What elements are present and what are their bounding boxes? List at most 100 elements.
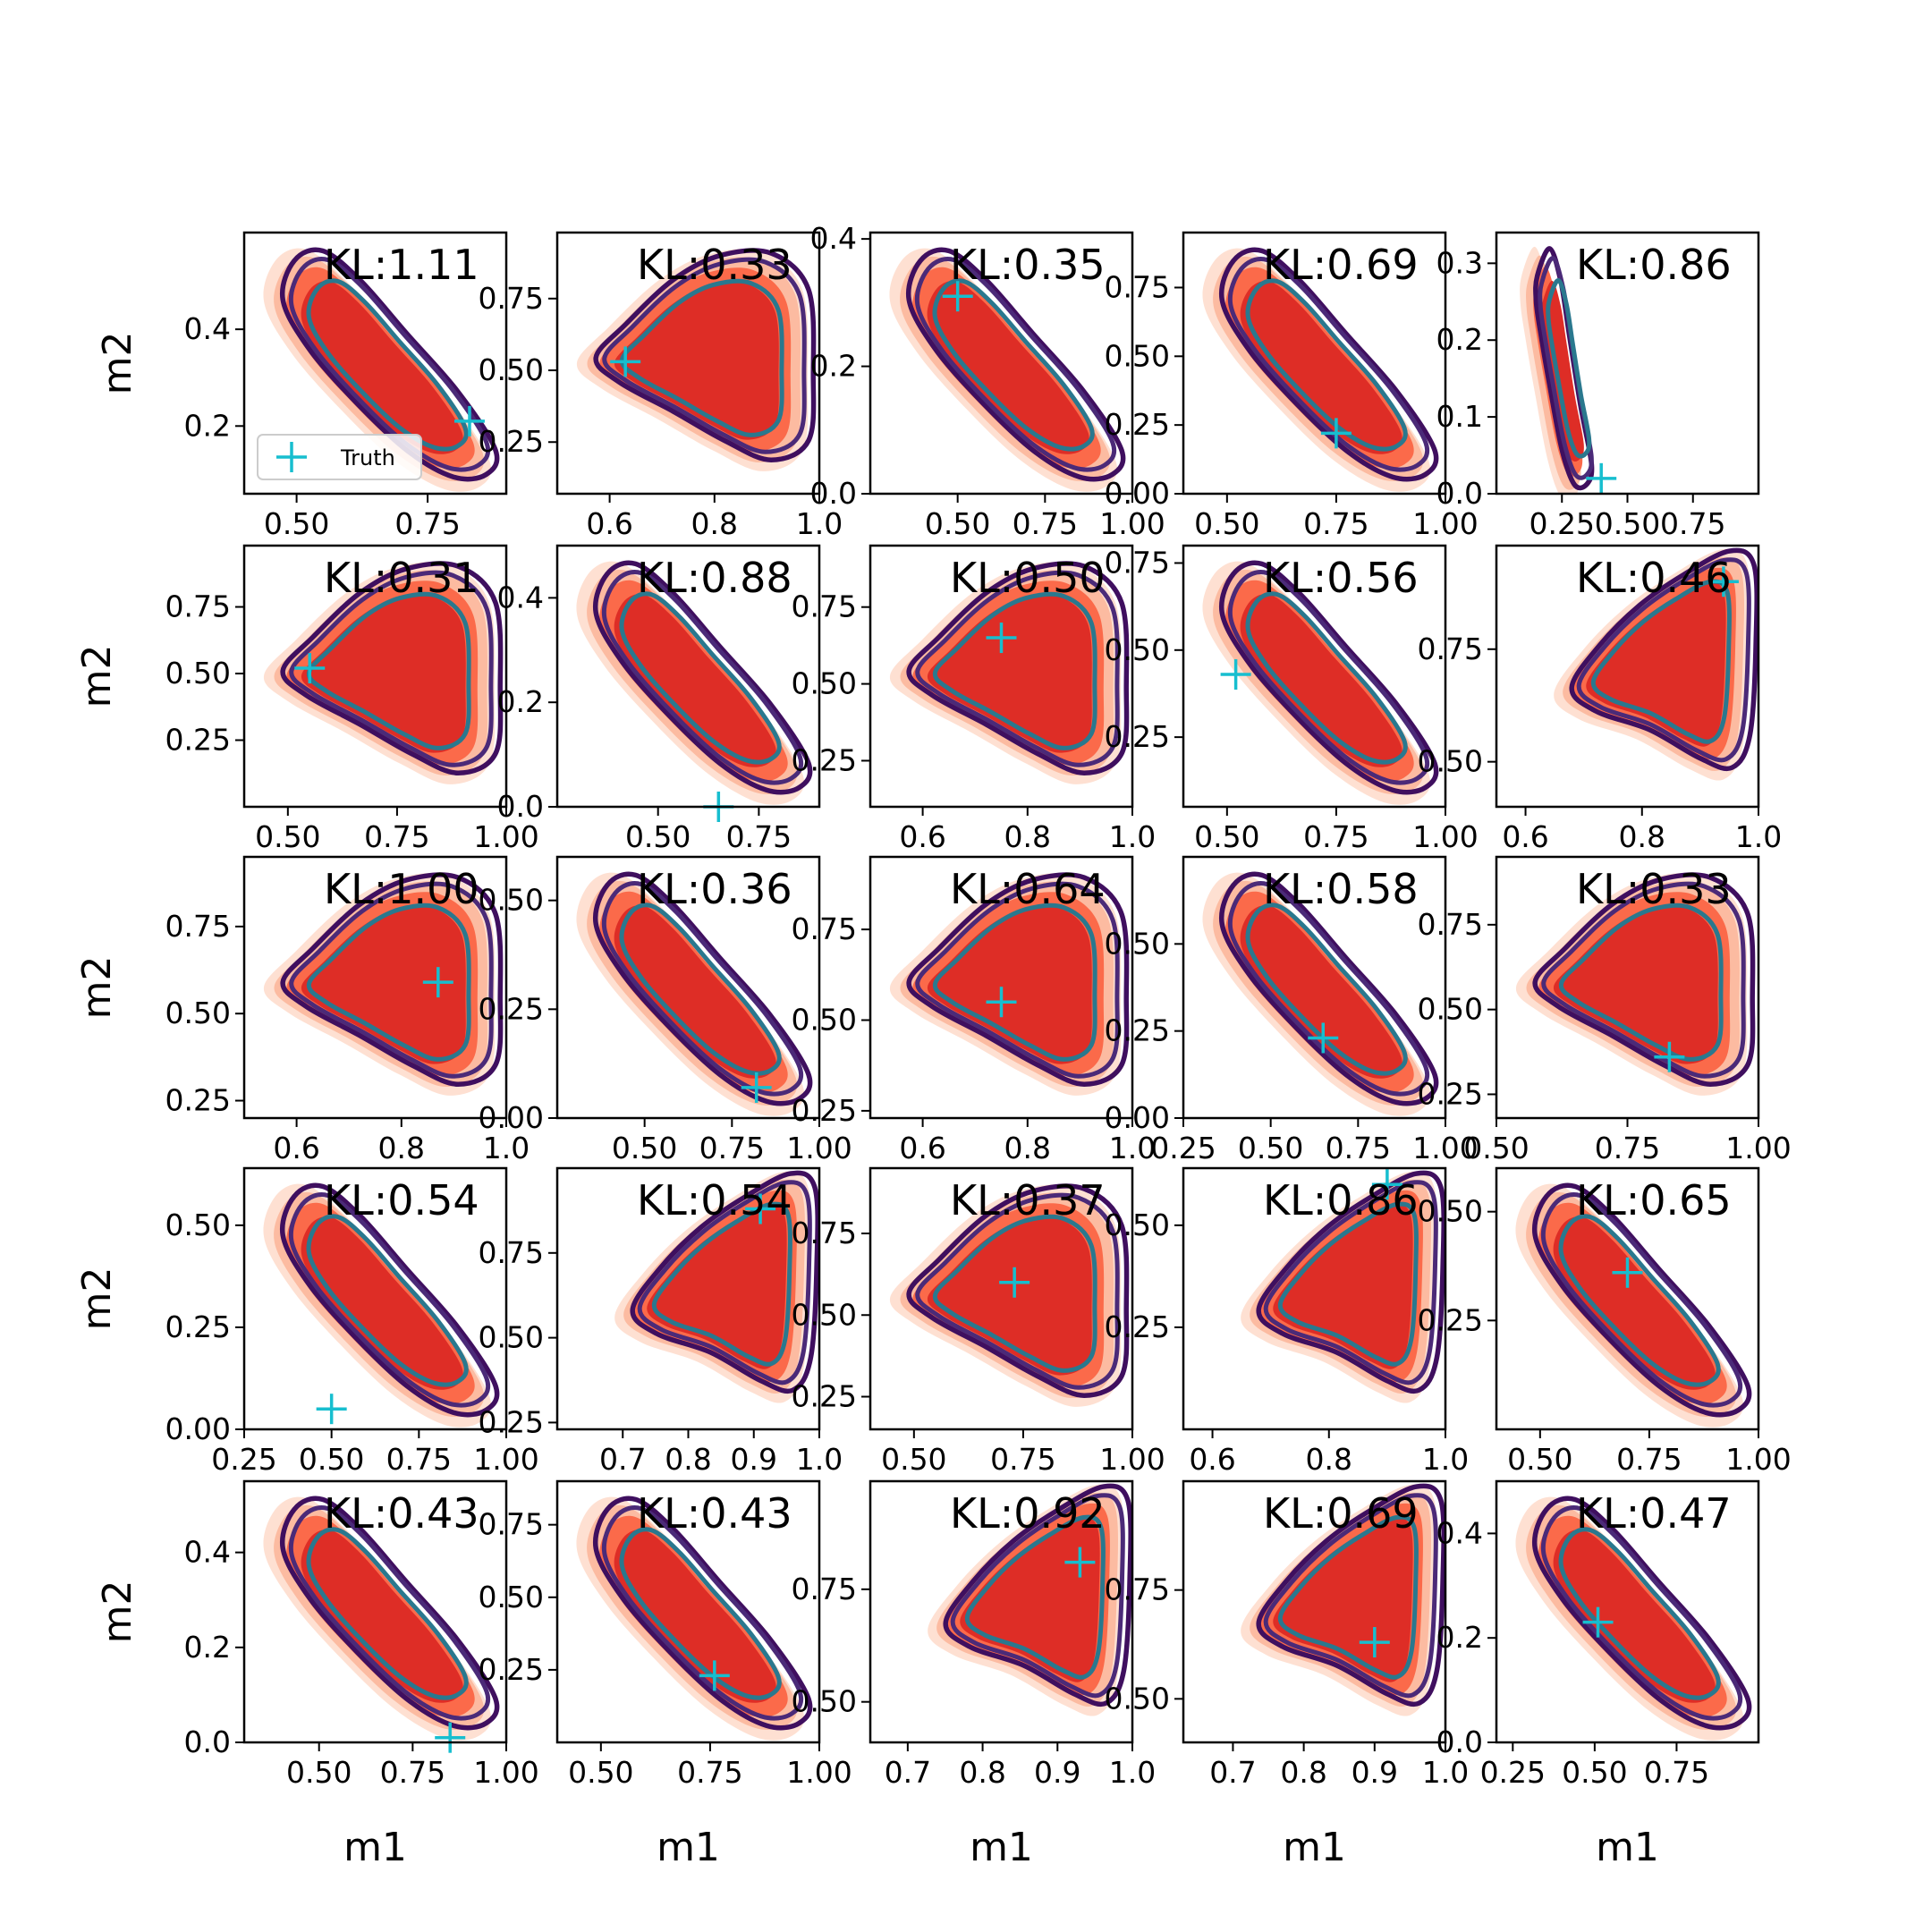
panel-2-2: 0.6 0.8 1.0 0.25 0.50 0.75 KL:0.64 (792, 855, 1156, 1165)
y-tick-label: 0.25 (1105, 1309, 1170, 1344)
x-tick-label: 0.50 (1507, 1442, 1572, 1477)
y-axis-label: m2 (95, 332, 140, 395)
x-tick-label: 1.0 (1422, 1755, 1469, 1790)
panel-0-0: 0.50 0.75 0.2 0.4 KL:1.11 Truth (184, 231, 508, 541)
truth-marker (435, 1722, 466, 1753)
contour-line-outer (1218, 247, 1439, 482)
y-tick-label: 0.4 (184, 1535, 231, 1570)
contour-line-inner (1245, 278, 1408, 452)
y-axis-label: m2 (74, 645, 120, 708)
x-tick-label: 1.00 (1099, 506, 1165, 541)
x-tick-label: 1.0 (1109, 1131, 1156, 1165)
kl-label: KL:0.50 (950, 554, 1106, 602)
contour-line-inner (1245, 902, 1408, 1076)
truth-marker (1612, 1257, 1643, 1288)
kl-label: KL:0.43 (637, 1489, 792, 1538)
contour-line-inner (306, 902, 471, 1062)
kl-label: KL:0.58 (1263, 865, 1419, 913)
axes-frame (242, 1166, 508, 1431)
x-tick-label: 0.75 (1303, 506, 1368, 541)
truth-marker (1707, 566, 1739, 597)
y-tick-label: 0.0 (1436, 1724, 1483, 1759)
contour-line-outer (592, 1496, 813, 1731)
contour-line-mid (1227, 257, 1430, 472)
contour-line-outer (906, 872, 1130, 1087)
x-tick-label: 0.8 (378, 1131, 425, 1165)
contour-line-outer (592, 871, 813, 1106)
x-axis-label: m1 (343, 1825, 407, 1870)
contour-line-inner (964, 1514, 1106, 1680)
x-tick-label: 0.50 (255, 819, 320, 854)
axes-frame (869, 1166, 1134, 1431)
y-tick-label: 0.75 (165, 909, 231, 944)
truth-marker (942, 281, 973, 312)
y-tick-label: 0.50 (165, 996, 231, 1030)
panel-0-2: 0.50 0.75 1.00 0.0 0.2 0.4 KL:0.35 (810, 221, 1165, 541)
contour-line-inner (306, 278, 469, 452)
contour-line-mid (915, 1192, 1120, 1390)
axes-frame (555, 544, 821, 809)
x-tick-label: 0.75 (1013, 506, 1078, 541)
axes-frame (1495, 1479, 1760, 1744)
y-tick-label: 0.75 (792, 589, 857, 624)
density-fill-level-4 (301, 1530, 463, 1703)
contour-line-inner (1277, 1514, 1419, 1680)
contour-line-mid (1576, 557, 1751, 763)
x-tick-label: 0.50 (1194, 506, 1259, 541)
x-tick-label: 0.6 (586, 506, 632, 541)
panel-2-1: 0.50 0.75 1.00 0.00 0.25 0.50 KL:0.36 (479, 855, 852, 1165)
x-tick-label: 0.8 (1619, 819, 1665, 854)
panel-1-4: 0.6 0.8 1.0 0.50 0.75 KL:0.46 (1418, 544, 1782, 854)
x-axis-label: m1 (1596, 1825, 1659, 1870)
x-tick-label: 1.0 (1109, 819, 1156, 854)
x-tick-label: 0.50 (568, 1755, 633, 1790)
truth-marker (1654, 1041, 1685, 1072)
x-tick-label: 0.50 (286, 1755, 352, 1790)
y-tick-label: 0.50 (1105, 1681, 1170, 1716)
x-tick-label: 1.00 (1412, 1131, 1478, 1165)
contour-line-outer (1569, 547, 1758, 772)
contour-line-inner (932, 902, 1097, 1062)
y-axis-label: m2 (95, 1580, 140, 1644)
y-tick-label: 0.0 (810, 476, 857, 511)
axes-frame (1495, 1166, 1760, 1431)
axes-frame (1182, 1479, 1447, 1744)
x-tick-label: 0.50 (625, 819, 691, 854)
y-tick-label: 0.25 (1105, 1013, 1170, 1048)
contour-line-outer (1256, 1483, 1445, 1707)
panel-3-1: 0.7 0.8 0.9 1.0 0.25 0.50 0.75 KL:0.54 (479, 1166, 843, 1477)
y-tick-label: 0.50 (165, 1208, 231, 1242)
x-tick-label: 0.75 (364, 819, 429, 854)
x-tick-label: 0.25 (1530, 506, 1595, 541)
kl-label: KL:0.37 (950, 1176, 1106, 1224)
x-tick-label: 1.0 (1109, 1755, 1156, 1790)
kl-label: KL:0.35 (950, 241, 1106, 289)
y-tick-label: 0.25 (792, 1093, 857, 1128)
contour-line-mid (289, 570, 494, 767)
y-axis-label: m2 (74, 956, 120, 1020)
y-tick-label: 0.0 (184, 1724, 231, 1759)
panel-1-1: 0.50 0.75 0.0 0.2 0.4 KL:0.88 (497, 544, 821, 854)
y-tick-label: 0.50 (479, 1320, 544, 1355)
contour-line-mid (915, 570, 1120, 767)
y-tick-label: 0.2 (184, 1630, 231, 1665)
density-fill-level-4 (1541, 280, 1584, 462)
density-fill-level-4 (1553, 1216, 1716, 1390)
truth-marker (1582, 1606, 1614, 1638)
x-tick-label: 1.00 (473, 1755, 538, 1790)
y-tick-label: 0.75 (1418, 631, 1483, 666)
kl-label: KL:0.64 (950, 865, 1106, 913)
x-tick-label: 1.00 (1412, 819, 1478, 854)
contour-line-inner (619, 902, 782, 1076)
y-tick-label: 0.50 (792, 1003, 857, 1038)
x-tick-label: 0.25 (1150, 1131, 1216, 1165)
x-tick-label: 0.50 (1194, 819, 1259, 854)
legend: Truth (257, 434, 422, 480)
truth-marker (453, 405, 485, 436)
y-tick-label: 0.75 (1105, 269, 1170, 304)
axes-frame (242, 231, 508, 496)
x-tick-label: 0.9 (1034, 1755, 1080, 1790)
y-tick-label: 0.75 (792, 911, 857, 946)
y-tick-label: 0.75 (165, 589, 231, 624)
